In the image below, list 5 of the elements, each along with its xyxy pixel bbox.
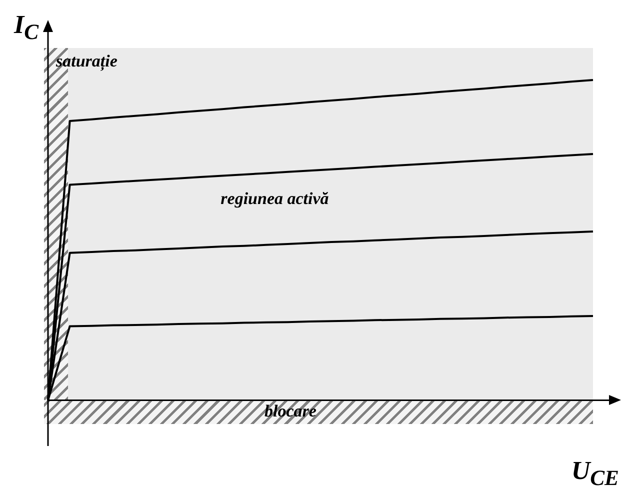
text: blocare <box>264 402 317 421</box>
x-axis-title: U$_{CE}$ <box>571 456 619 491</box>
text: saturație <box>55 51 118 72</box>
annotation: regiunea activă <box>220 188 330 208</box>
y-axis-title: I$_{C}$ <box>14 10 39 46</box>
